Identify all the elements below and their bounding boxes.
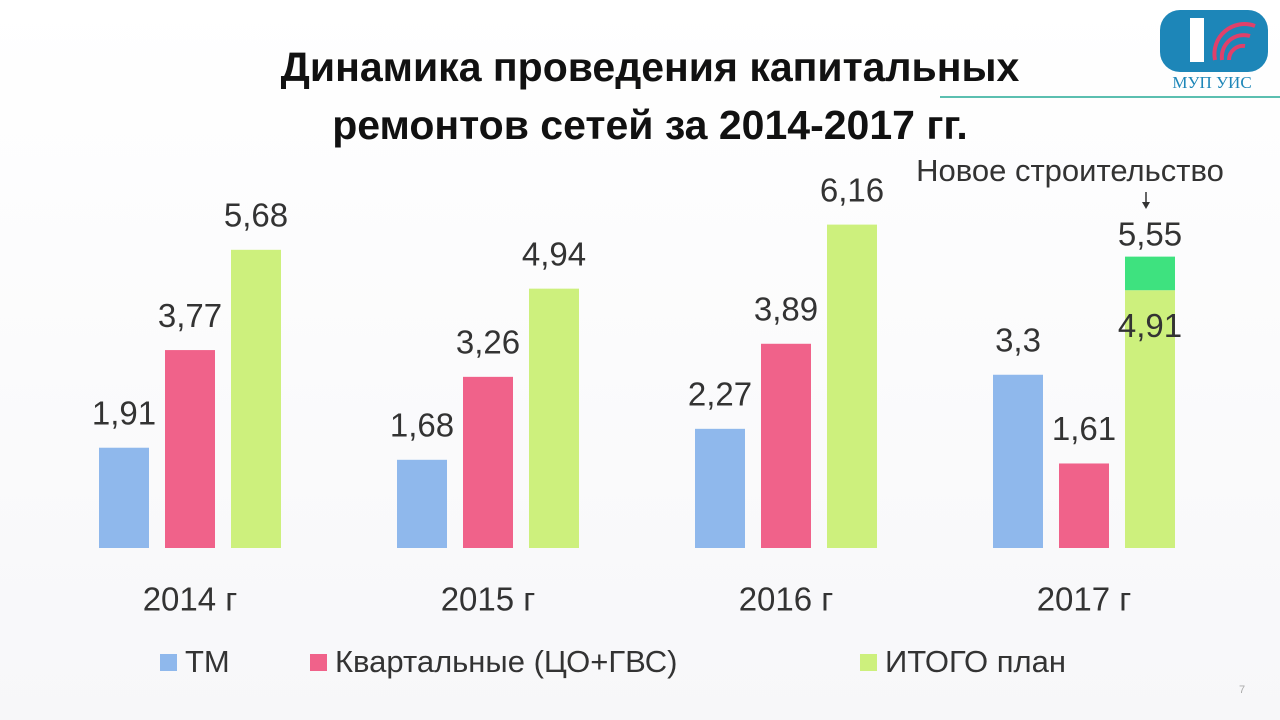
legend-swatch: [160, 654, 177, 671]
data-label: 6,16: [820, 171, 884, 208]
legend-label: ТМ: [185, 644, 230, 679]
bar: [1059, 463, 1109, 548]
bar: [99, 447, 149, 548]
bar: [165, 350, 215, 548]
bar: [827, 224, 877, 548]
page-number: 7: [1239, 684, 1245, 696]
bar: [761, 343, 811, 548]
x-tick-label: 2017 г: [1037, 581, 1132, 618]
bar: [993, 374, 1043, 548]
legend-label: Квартальные (ЦО+ГВС): [335, 644, 678, 679]
data-label: 1,91: [92, 394, 156, 431]
annotation-arrowhead: [1142, 202, 1150, 209]
legend-swatch: [310, 654, 327, 671]
x-tick-label: 2014 г: [143, 581, 238, 618]
logo-building: [1190, 18, 1204, 62]
chart-title: ремонтов сетей за 2014-2017 гг.: [332, 102, 968, 148]
legend-swatch: [860, 654, 877, 671]
legend-label: ИТОГО план: [885, 644, 1066, 679]
x-tick-label: 2016 г: [739, 581, 834, 618]
data-label: 4,91: [1118, 307, 1182, 344]
data-label: 2,27: [688, 376, 752, 413]
data-label: 4,94: [522, 235, 586, 272]
logo: МУП УИС: [1160, 10, 1268, 92]
data-label: 3,3: [995, 321, 1041, 358]
logo-text: МУП УИС: [1172, 73, 1251, 92]
logo-waves: [1212, 22, 1256, 61]
data-label: 1,61: [1052, 410, 1116, 447]
bar: [231, 249, 281, 549]
data-label: 3,77: [158, 297, 222, 334]
data-label: 5,55: [1118, 215, 1182, 252]
bar: [1125, 290, 1175, 548]
logo-shape: [1160, 10, 1268, 72]
annotation: Новое строительство: [916, 153, 1224, 188]
data-label: 5,68: [224, 197, 288, 234]
chart-title: Динамика проведения капитальных: [281, 44, 1020, 90]
bar-segment: [1125, 256, 1175, 291]
bar: [463, 376, 513, 548]
bar: [695, 428, 745, 548]
bar: [529, 288, 579, 548]
data-label: 3,26: [456, 324, 520, 361]
bar: [397, 459, 447, 548]
data-label: 3,89: [754, 290, 818, 327]
data-label: 1,68: [390, 407, 454, 444]
x-tick-label: 2015 г: [441, 581, 536, 618]
